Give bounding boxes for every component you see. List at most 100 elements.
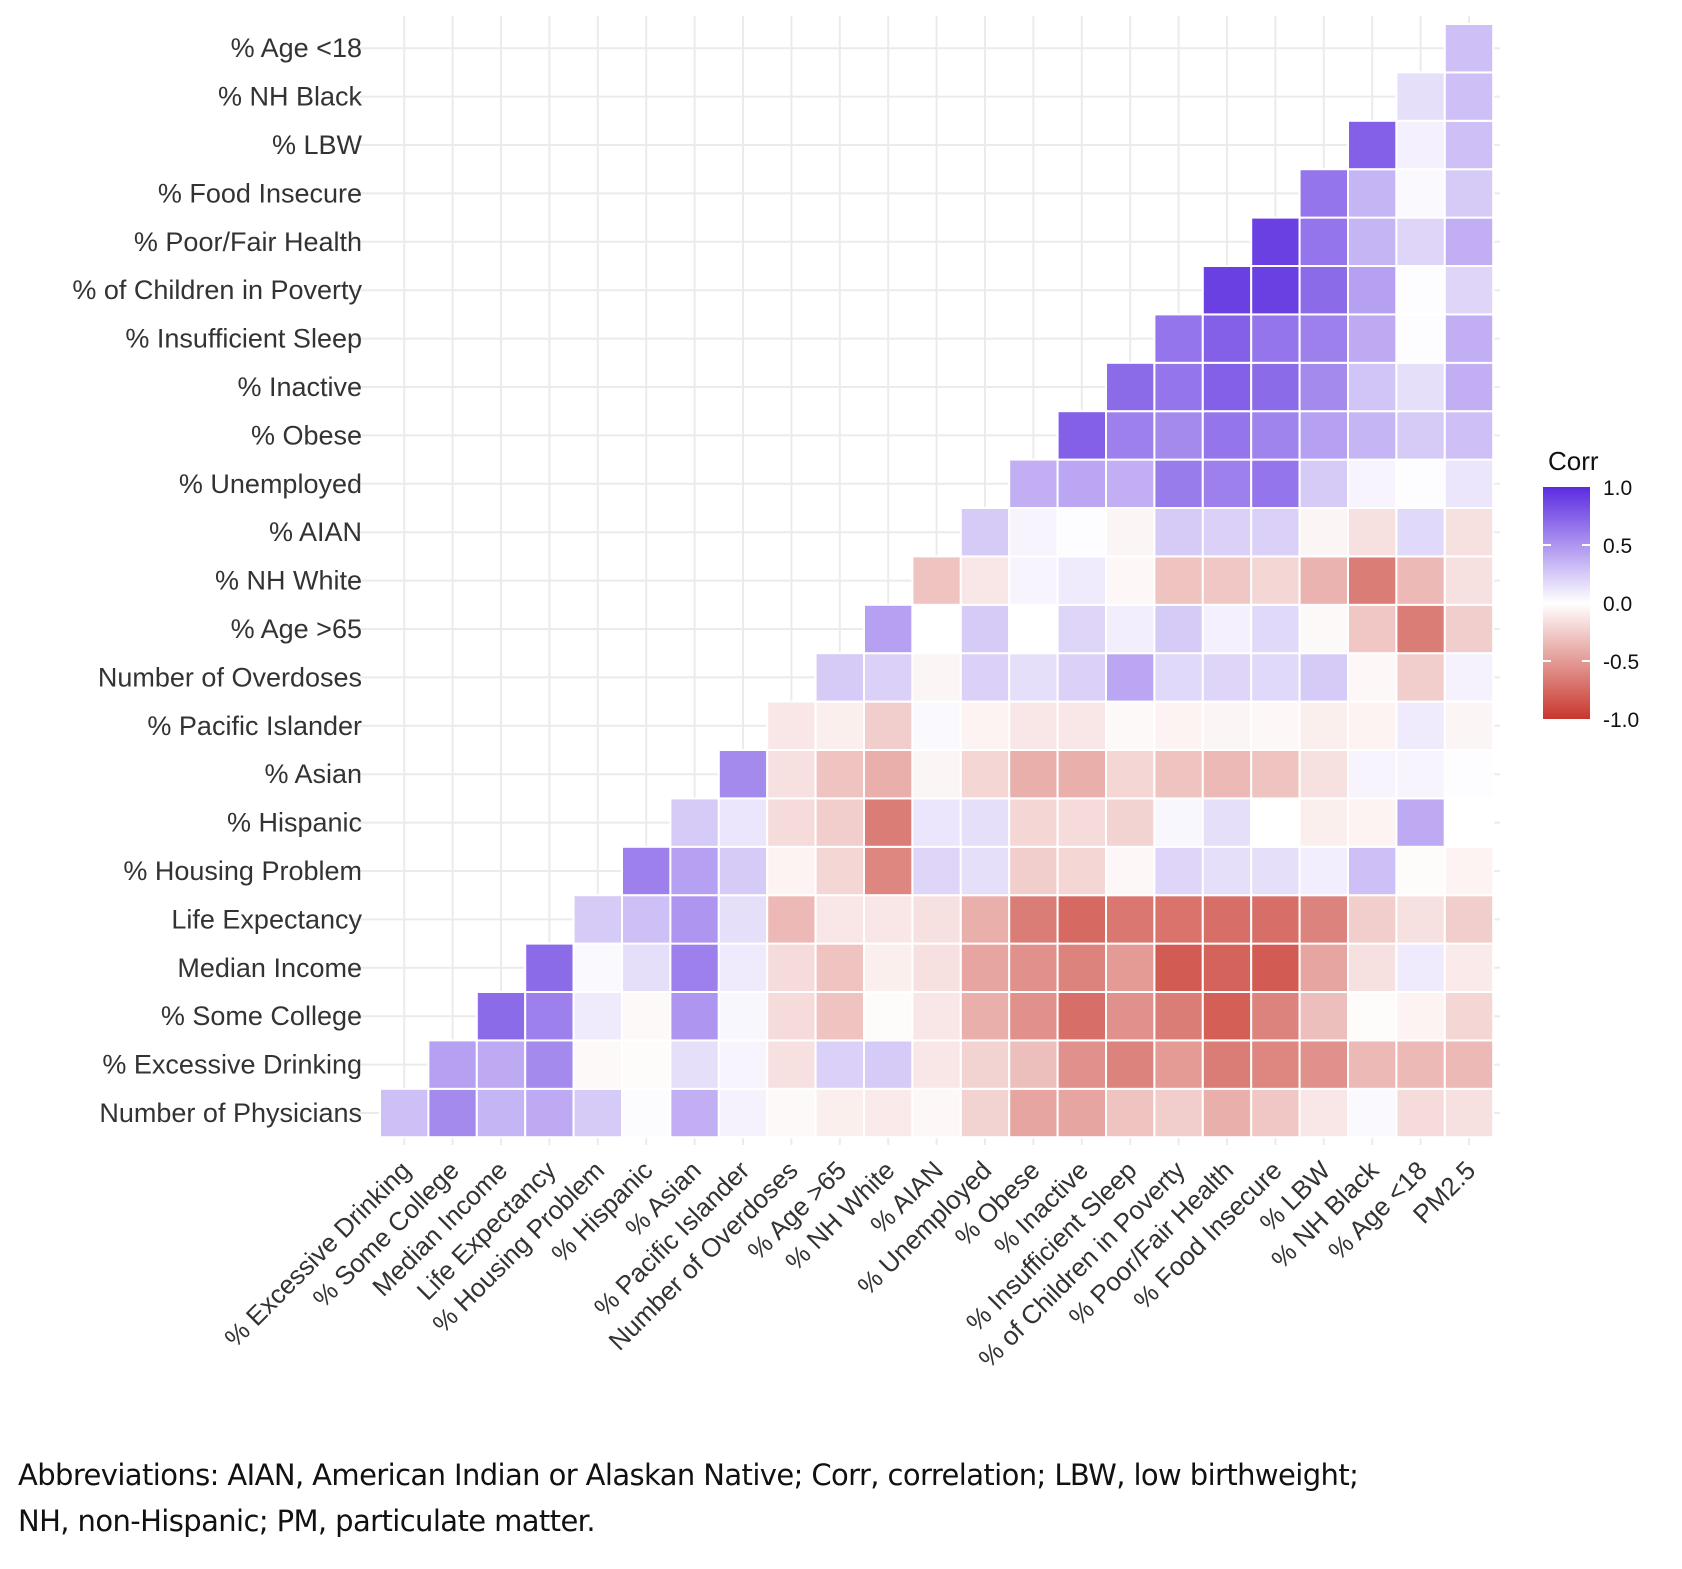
y-tick-label: % Poor/Fair Health — [134, 227, 362, 257]
color-legend: Corr 1.0 0.5 0.0 -0.5 -1.0 — [1543, 446, 1639, 732]
heatmap-cell — [1347, 458, 1398, 510]
heatmap-cell — [959, 1039, 1011, 1090]
heatmap-cell — [1395, 1039, 1446, 1090]
heatmap-cell — [1056, 555, 1107, 606]
heatmap-cell — [1056, 797, 1107, 848]
heatmap-cell — [1443, 555, 1495, 606]
y-tick-label: % Insufficient Sleep — [125, 324, 362, 354]
heatmap-cell — [1443, 845, 1495, 897]
heatmap-cell — [1298, 845, 1349, 897]
heatmap-cell — [669, 797, 720, 848]
heatmap-cell — [1395, 942, 1446, 993]
heatmap-cell — [1395, 797, 1446, 848]
heatmap-cell — [1250, 942, 1301, 993]
heatmap-cell — [524, 1087, 575, 1139]
heatmap-cell — [1153, 845, 1204, 897]
heatmap-cell — [1105, 507, 1156, 558]
heatmap-cell — [1153, 991, 1204, 1042]
heatmap-cell — [717, 894, 769, 945]
y-tick-label: % NH Black — [218, 82, 363, 112]
x-axis-labels: % Excessive Drinking% Some CollegeMedian… — [218, 1154, 1481, 1373]
heatmap-cell — [1153, 313, 1204, 364]
heatmap-cell — [959, 555, 1011, 606]
heatmap-cell — [1298, 168, 1349, 219]
heatmap-cell — [1395, 168, 1446, 219]
y-tick-label: % Some College — [161, 1001, 362, 1031]
heatmap-cell — [863, 1087, 914, 1139]
heatmap-cell — [1347, 555, 1398, 606]
heatmap-cell — [911, 700, 962, 751]
y-tick-label: % LBW — [272, 130, 363, 160]
heatmap-cell — [1443, 1087, 1495, 1139]
heatmap-cell — [1395, 119, 1446, 171]
heatmap-cell — [1153, 749, 1204, 800]
heatmap-cell — [1443, 797, 1495, 848]
heatmap-cell — [1153, 555, 1204, 606]
heatmap-cell — [911, 845, 962, 897]
heatmap-cell — [1105, 361, 1156, 413]
heatmap-cell — [1201, 991, 1253, 1042]
heatmap-cell — [669, 1087, 720, 1139]
heatmap-cell — [717, 1087, 769, 1139]
heatmap-cell — [1008, 1039, 1059, 1090]
heatmap-cell — [1056, 603, 1107, 655]
heatmap-cell — [1347, 168, 1398, 219]
y-tick-label: Number of Physicians — [99, 1098, 362, 1128]
heatmap-cell — [1105, 797, 1156, 848]
heatmap-cell — [1056, 749, 1107, 800]
heatmap-cell — [1347, 119, 1398, 171]
heatmap-cell — [1201, 361, 1253, 413]
heatmap-cell — [1250, 361, 1301, 413]
heatmap-cell — [863, 797, 914, 848]
heatmap-cell — [959, 1087, 1011, 1139]
heatmap-cell — [717, 942, 769, 993]
heatmap-cell — [1298, 410, 1349, 461]
heatmap-cell — [475, 1087, 527, 1139]
heatmap-cell — [1443, 168, 1495, 219]
heatmap-cell — [1153, 458, 1204, 510]
heatmap-cell — [1443, 71, 1495, 122]
heatmap-cell — [1347, 216, 1398, 268]
heatmap-cell — [1008, 845, 1059, 897]
heatmap-cell — [1153, 507, 1204, 558]
heatmap-cell — [1443, 749, 1495, 800]
heatmap-cell — [911, 991, 962, 1042]
heatmap-cell — [669, 942, 720, 993]
heatmap-cell — [1153, 652, 1204, 703]
heatmap-cell — [766, 942, 817, 993]
heatmap-cell — [1153, 797, 1204, 848]
heatmap-cell — [1298, 458, 1349, 510]
heatmap-cell — [959, 700, 1011, 751]
heatmap-cell — [1250, 313, 1301, 364]
heatmap-cell — [1008, 1087, 1059, 1139]
heatmap-cell — [1443, 1039, 1495, 1090]
heatmap-cell — [1056, 700, 1107, 751]
heatmap-cell — [1153, 410, 1204, 461]
heatmap-cell — [1250, 507, 1301, 558]
heatmap-cell — [1008, 894, 1059, 945]
heatmap-cell — [1250, 603, 1301, 655]
heatmap-cell — [1298, 216, 1349, 268]
heatmap-cell — [1250, 700, 1301, 751]
footnote: Abbreviations: AIAN, American Indian or … — [18, 1452, 1668, 1544]
legend-tick-label: 1.0 — [1603, 477, 1632, 500]
heatmap-cell — [1250, 458, 1301, 510]
heatmap-cell — [1056, 942, 1107, 993]
heatmap-cell — [1250, 797, 1301, 848]
heatmap-cell — [766, 894, 817, 945]
heatmap-cell — [1153, 603, 1204, 655]
heatmap-cell — [524, 942, 575, 993]
heatmap-cell — [1250, 894, 1301, 945]
heatmap-cell — [1105, 845, 1156, 897]
heatmap-cell — [1347, 991, 1398, 1042]
heatmap-cell — [1105, 652, 1156, 703]
heatmap-cell — [1201, 1039, 1253, 1090]
heatmap-cell — [814, 749, 865, 800]
heatmap-cell — [911, 797, 962, 848]
heatmap-cell — [1298, 749, 1349, 800]
heatmap-cell — [1008, 555, 1059, 606]
heatmap-cell — [766, 797, 817, 848]
heatmap-cell — [959, 749, 1011, 800]
y-tick-label: Median Income — [177, 953, 362, 983]
heatmap-cell — [669, 894, 720, 945]
